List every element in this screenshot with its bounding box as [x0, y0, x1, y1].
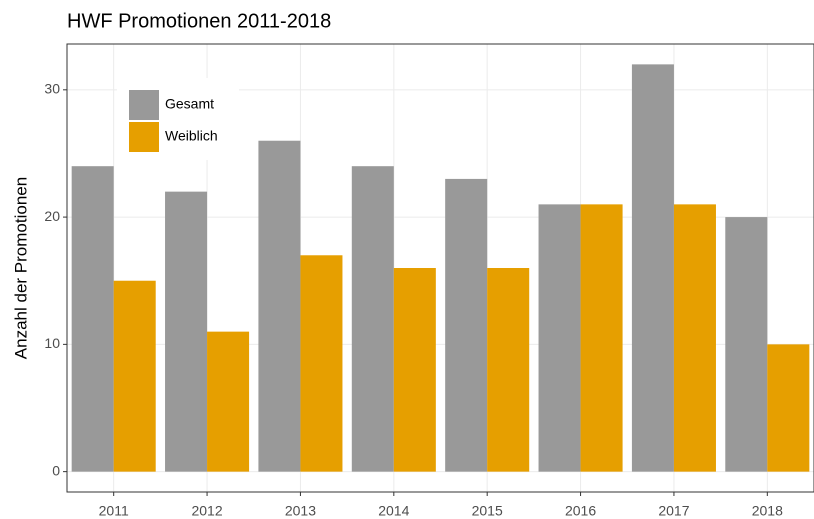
- bar: [300, 255, 343, 472]
- legend-swatch: [129, 90, 159, 120]
- y-tick-label: 30: [44, 81, 60, 97]
- panel-border: [66, 43, 814, 493]
- x-tick-label: 2014: [378, 503, 409, 519]
- y-tick-label: 10: [44, 335, 60, 351]
- bar: [725, 217, 768, 472]
- bar: [207, 331, 250, 472]
- bar: [580, 204, 623, 472]
- legend-label: Weiblich: [165, 128, 218, 144]
- bar: [71, 166, 114, 472]
- legend-swatch: [129, 122, 159, 152]
- bar: [445, 178, 488, 472]
- bar: [258, 140, 301, 472]
- x-tick-label: 2011: [99, 503, 129, 519]
- bar: [673, 204, 716, 472]
- x-tick-label: 2016: [565, 503, 596, 519]
- legend-label: Gesamt: [165, 96, 214, 112]
- bar: [165, 191, 208, 472]
- bar: [393, 268, 436, 472]
- x-tick-label: 2015: [472, 503, 503, 519]
- bar: [113, 280, 156, 472]
- bar: [767, 344, 810, 472]
- bar: [487, 268, 530, 472]
- bar: [351, 166, 394, 472]
- bar: [631, 64, 674, 472]
- x-tick-label: 2012: [191, 503, 222, 519]
- x-tick-label: 2013: [285, 503, 316, 519]
- y-axis-label: Anzahl der Promotionen: [11, 177, 30, 359]
- y-tick-label: 0: [52, 462, 60, 478]
- x-tick-label: 2018: [752, 503, 783, 519]
- y-tick-label: 20: [44, 208, 60, 224]
- chart-title: HWF Promotionen 2011-2018: [67, 10, 331, 32]
- bar: [538, 204, 581, 472]
- x-tick-label: 2017: [658, 503, 689, 519]
